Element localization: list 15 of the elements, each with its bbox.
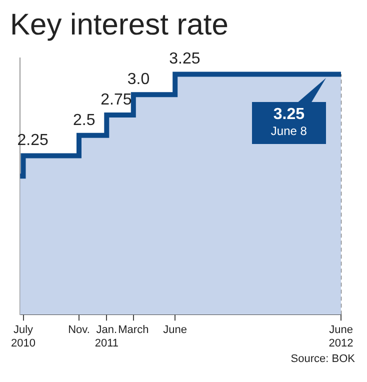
x-tick-label: Nov. xyxy=(68,324,90,336)
callout: 3.25 June 8 xyxy=(252,78,326,144)
data-label: 3.25 xyxy=(169,50,200,68)
source-note: Source: BOK xyxy=(290,353,356,365)
chart-title: Key interest rate xyxy=(10,8,228,42)
data-label: 2.75 xyxy=(100,91,132,108)
data-label: 2.5 xyxy=(73,112,96,129)
x-tick-label: Jan. 2011 xyxy=(94,324,118,350)
x-tick-label: March xyxy=(118,324,149,336)
data-label: 3.0 xyxy=(127,71,150,88)
x-tick-label: July 2010 xyxy=(11,324,36,350)
x-tick-label: June 2012 xyxy=(328,324,354,350)
x-tick-label: June xyxy=(163,324,188,336)
annotation: 3.25 June 8 xyxy=(270,106,308,140)
data-label: 2.25 xyxy=(17,132,48,150)
